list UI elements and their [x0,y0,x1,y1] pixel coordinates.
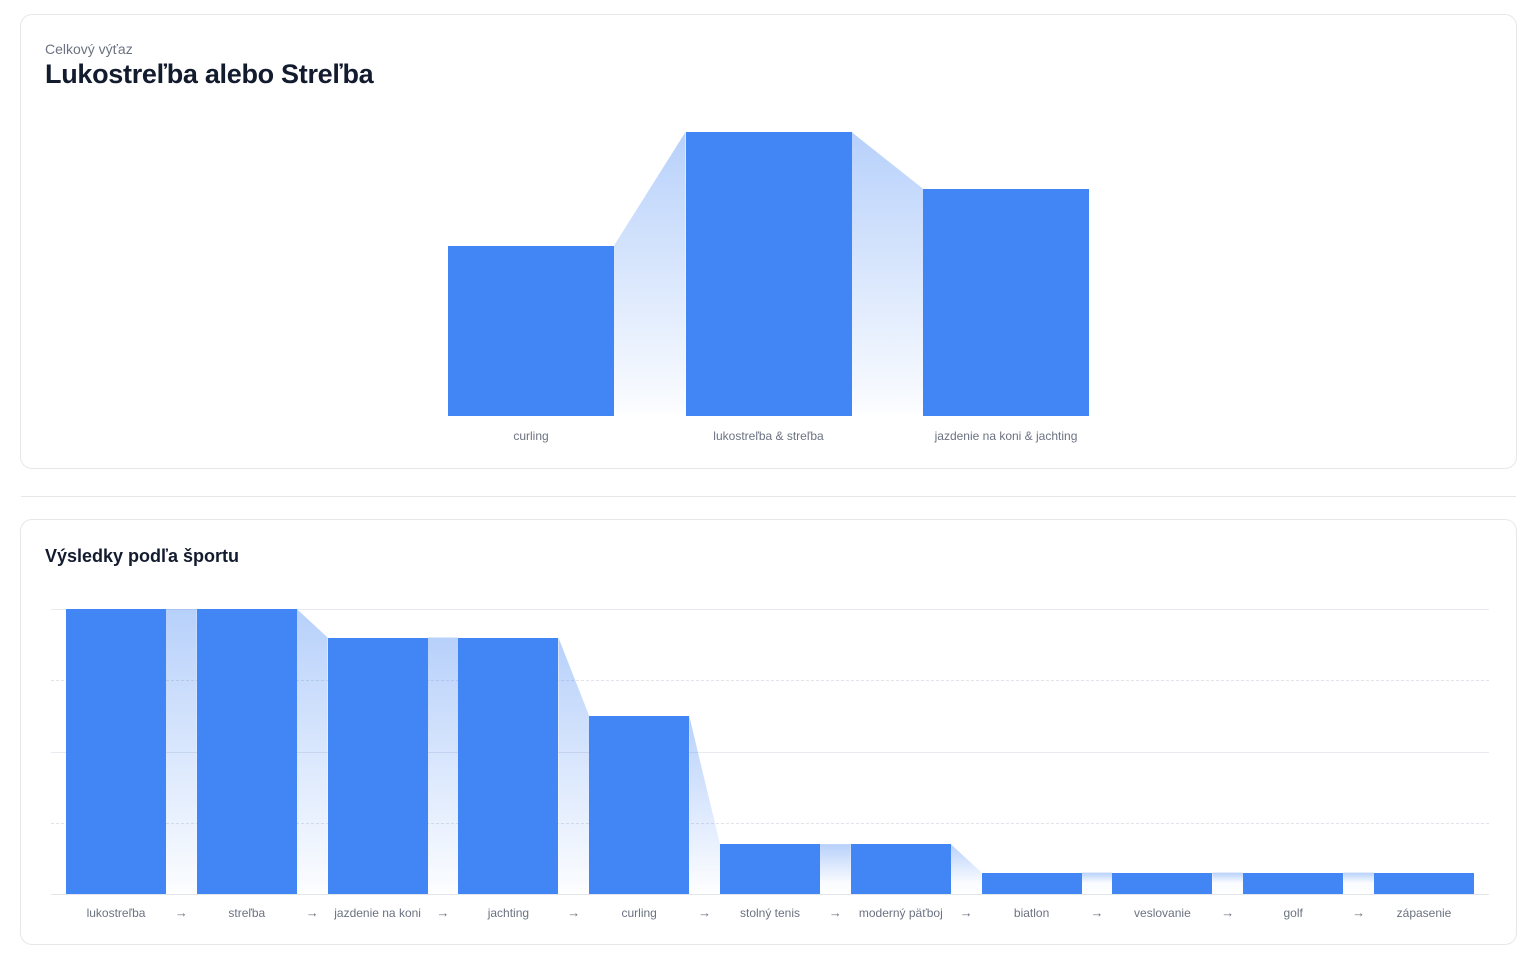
funnel-connector [851,132,923,416]
bar-strelba[interactable] [196,609,297,894]
funnel-connector [558,637,590,894]
bar-jazdenie-na-koni-jachting[interactable] [923,188,1089,416]
results-by-sport-chart: lukostreľba → streľba → jazdenie na koni → jac… [51,609,1489,920]
arrow-right-icon: → [1352,905,1366,920]
funnel-connector [166,609,197,894]
bar-jachting[interactable] [458,637,559,894]
total-winner-title: Lukostreľba alebo Streľba [45,59,374,89]
bar-biatlon[interactable] [981,872,1082,894]
arrow-right-icon: → [1090,905,1104,920]
arrow-right-icon: → [698,905,712,920]
x-axis-label-jazdenie-na-koni-jachting: jazdenie na koni & jachting [934,429,1078,443]
x-axis-label-lukostrelba-strelba: lukostreľba & streľba [713,429,824,443]
bar-veslovanie[interactable] [1112,872,1213,894]
bar-curling[interactable] [589,715,690,894]
arrow-right-icon: → [305,905,319,920]
funnel-connector [614,132,686,416]
bar-golf[interactable] [1243,872,1344,894]
results-by-sport-plot-area [51,609,1489,895]
x-axis-label-biatlon: biatlon [1013,906,1050,920]
section-divider [21,496,1516,497]
arrow-right-icon: → [436,905,450,920]
bar-lukostrelba[interactable] [66,609,166,894]
gridline [51,751,1489,753]
gridline [51,609,1489,610]
funnel-connector [1081,872,1113,894]
total-winner-chart: curling lukostreľba & streľba jazdenie na … [448,132,1089,443]
bar-moderny-patboj[interactable] [850,844,951,894]
arrow-right-icon: → [828,905,842,920]
arrow-right-icon: → [959,905,973,920]
total-winner-card: Celkový výťaz Lukostreľba alebo Streľba … [20,14,1517,469]
x-axis-label-moderny-patboj: moderný päťboj [858,906,943,920]
bar-stolny-tenis[interactable] [720,844,820,894]
results-by-sport-title: Výsledky podľa športu [45,546,239,566]
gridline [51,680,1489,682]
x-axis-label-curling: curling [513,429,549,443]
arrow-right-icon: → [174,905,188,920]
bar-jazdenie-na-koni[interactable] [327,637,428,894]
x-axis-line [51,894,1489,895]
bar-zapasenie[interactable] [1374,872,1474,894]
bar-lukostrelba-strelba[interactable] [685,132,852,416]
x-axis-label-curling: curling [621,906,657,920]
x-axis-label-strelba: streľba [228,906,266,920]
x-axis-label-lukostrelba: lukostreľba [86,906,146,920]
x-axis-label-stolny-tenis: stolný tenis [739,906,801,920]
x-axis-label-jachting: jachting [487,906,530,920]
funnel-connector [1212,872,1244,894]
x-axis-label-zapasenie: zápasenie [1396,906,1452,920]
arrow-right-icon: → [567,905,581,920]
card-eyebrow: Celkový výťaz [45,41,133,57]
funnel-connector [820,844,851,894]
x-axis-label-golf: golf [1283,906,1303,920]
funnel-connector [296,609,328,894]
funnel-connector [1343,872,1374,894]
bar-curling[interactable] [448,245,614,416]
x-axis-label-jazdenie-na-koni: jazdenie na koni [334,906,421,920]
arrow-right-icon: → [1221,905,1235,920]
gridline [51,822,1489,824]
results-by-sport-card: Výsledky podľa športu lukostreľba → streľb… [20,519,1517,945]
total-winner-plot-area [448,132,1089,416]
x-axis-label-veslovanie: veslovanie [1134,906,1191,920]
funnel-connector [427,637,459,894]
